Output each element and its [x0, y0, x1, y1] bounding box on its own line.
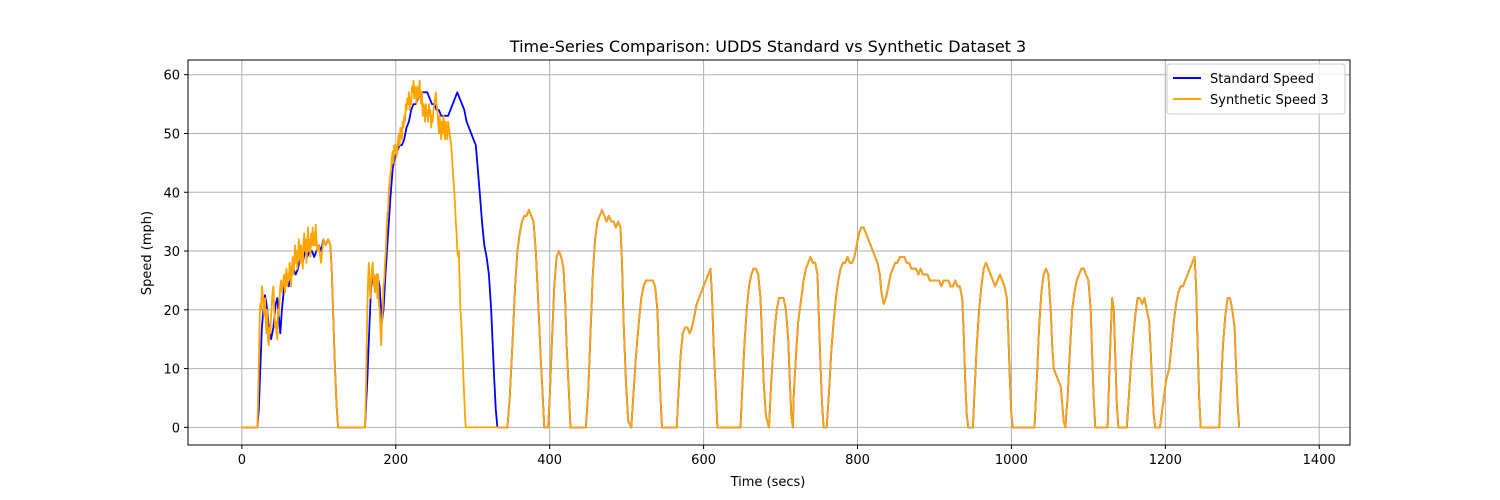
- x-tick-label: 800: [845, 453, 870, 468]
- x-axis-label: Time (secs): [730, 475, 806, 490]
- series-layer: [241, 79, 1241, 429]
- x-tick-label: 1000: [995, 453, 1028, 468]
- x-axis: 0 200 400 600 800 1000 1200 1400: [238, 445, 1336, 468]
- y-tick-label: 0: [172, 421, 180, 436]
- x-tick-label: 200: [383, 453, 408, 468]
- x-tick-label: 600: [691, 453, 716, 468]
- legend-box: [1166, 63, 1346, 115]
- x-tick-label: 400: [537, 453, 562, 468]
- x-tick-label: 1400: [1303, 453, 1336, 468]
- legend-label-synthetic: Synthetic Speed 3: [1210, 93, 1329, 108]
- y-tick-label: 10: [163, 363, 180, 378]
- legend-label-standard: Standard Speed: [1210, 72, 1314, 87]
- y-tick-label: 20: [163, 304, 180, 319]
- x-tick-label: 1200: [1149, 453, 1182, 468]
- y-tick-label: 60: [163, 69, 180, 84]
- y-tick-label: 30: [163, 245, 180, 260]
- series-line-1: [241, 79, 1241, 429]
- x-tick-label: 0: [238, 453, 246, 468]
- plot-frame: [187, 59, 1351, 446]
- chart-title: Time-Series Comparison: UDDS Standard vs…: [509, 37, 1026, 56]
- y-axis-label: Speed (mph): [140, 211, 155, 295]
- y-axis: 0 10 20 30 40 50 60: [163, 69, 188, 436]
- grid-lines: [188, 60, 1350, 445]
- y-tick-label: 50: [163, 127, 180, 142]
- y-tick-label: 40: [163, 186, 180, 201]
- legend: Standard Speed Synthetic Speed 3: [1166, 63, 1346, 115]
